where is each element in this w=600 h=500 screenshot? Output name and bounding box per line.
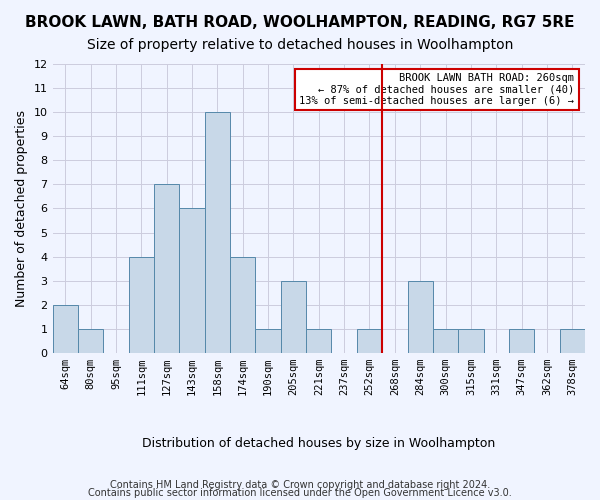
Bar (128, 256, 154, 353)
Text: Contains public sector information licensed under the Open Government Licence v3: Contains public sector information licen… (88, 488, 512, 498)
Bar (53, 305, 78, 353)
Bar (433, 329, 458, 353)
Bar (256, 329, 281, 353)
Bar (357, 329, 382, 353)
Bar (458, 329, 484, 353)
Bar (407, 280, 433, 353)
Text: Contains HM Land Registry data © Crown copyright and database right 2024.: Contains HM Land Registry data © Crown c… (110, 480, 490, 490)
Bar (281, 280, 306, 353)
Text: BROOK LAWN BATH ROAD: 260sqm
← 87% of detached houses are smaller (40)
13% of se: BROOK LAWN BATH ROAD: 260sqm ← 87% of de… (299, 72, 574, 106)
Bar (179, 208, 205, 353)
Y-axis label: Number of detached properties: Number of detached properties (15, 110, 28, 307)
Bar (509, 329, 534, 353)
X-axis label: Distribution of detached houses by size in Woolhampton: Distribution of detached houses by size … (142, 437, 496, 450)
Text: Size of property relative to detached houses in Woolhampton: Size of property relative to detached ho… (87, 38, 513, 52)
Bar (205, 112, 230, 353)
Bar (560, 329, 585, 353)
Bar (306, 329, 331, 353)
Text: BROOK LAWN, BATH ROAD, WOOLHAMPTON, READING, RG7 5RE: BROOK LAWN, BATH ROAD, WOOLHAMPTON, READ… (25, 15, 575, 30)
Bar (230, 256, 256, 353)
Bar (154, 184, 179, 353)
Bar (78, 329, 103, 353)
